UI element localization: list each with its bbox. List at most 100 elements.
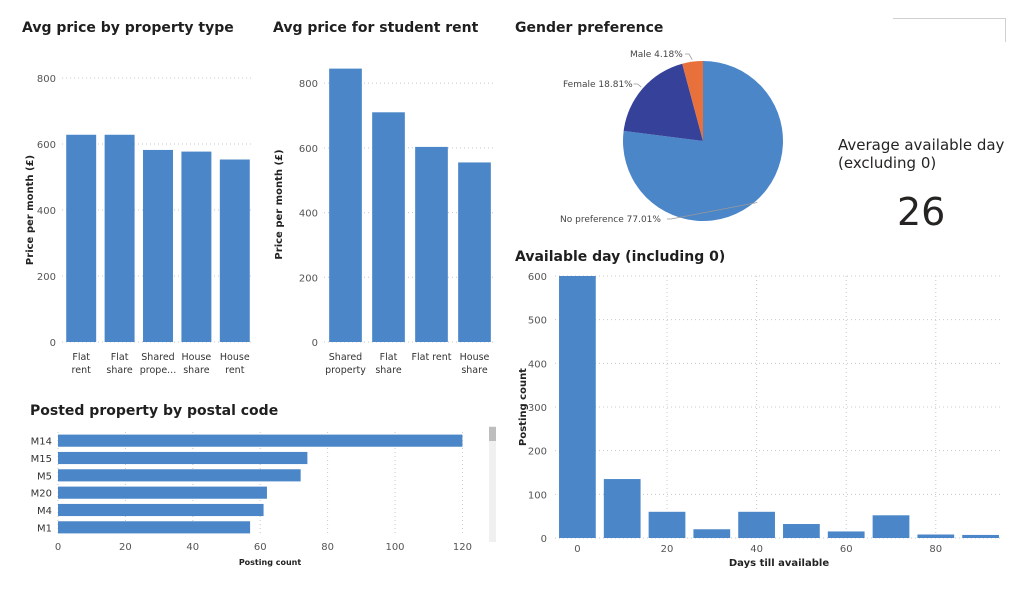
x-tick-label: share	[375, 365, 401, 376]
y-tick-label: 600	[37, 140, 56, 151]
x-tick-label: rent	[225, 365, 245, 376]
y-tick-label: 200	[299, 273, 318, 284]
y-tick-label: 100	[528, 490, 547, 501]
x-tick-label: 0	[574, 544, 580, 555]
y-tick-label: 0	[50, 338, 56, 349]
bar	[329, 68, 362, 342]
kpi-value: 26	[897, 190, 946, 234]
bar	[872, 515, 910, 538]
bar	[219, 159, 250, 342]
x-tick-label: prope...	[140, 365, 176, 376]
y-tick-label: M20	[31, 489, 52, 500]
kpi-label: Average available day (excluding 0)	[838, 136, 1004, 172]
x-tick-label: Flat	[111, 352, 129, 363]
postal-scrollbar-thumb[interactable]	[489, 427, 496, 441]
x-tick-label: 80	[929, 544, 942, 555]
bar	[58, 486, 267, 499]
x-tick-label: 20	[661, 544, 674, 555]
bar	[143, 149, 173, 342]
y-tick-label: 400	[528, 359, 547, 370]
x-tick-label: 60	[254, 542, 267, 553]
bar	[372, 112, 405, 342]
bar	[827, 531, 865, 538]
y-tick-label: 800	[299, 79, 318, 90]
panel-border	[1005, 18, 1006, 42]
bar	[917, 534, 955, 538]
bar	[559, 276, 596, 538]
gender-title: Gender preference	[515, 20, 664, 36]
pie-slice	[682, 61, 703, 141]
x-tick-label: Flat	[72, 352, 90, 363]
bar	[66, 134, 97, 342]
bar	[738, 511, 775, 538]
property-type-title: Avg price by property type	[22, 20, 234, 36]
property-type-chart: 0 200 400 600 800 Flat rent Flat share Shared prop…	[25, 74, 254, 376]
pie-label: Female 18.81%	[563, 80, 633, 90]
y-tick-label: 400	[37, 206, 56, 217]
y-tick-label: M4	[37, 506, 52, 517]
bar	[693, 529, 731, 538]
y-tick-label: 600	[528, 272, 547, 283]
gender-pie-chart: No preference 77.01% Female 18.81% Male 4.…	[560, 50, 783, 225]
y-tick-label: 800	[37, 74, 56, 85]
bar	[58, 434, 463, 447]
x-tick-label: Shared	[141, 352, 174, 363]
pie-leader-line	[685, 53, 693, 60]
bar	[181, 151, 212, 342]
x-axis-label: Days till available	[729, 558, 829, 569]
y-tick-label: M15	[31, 454, 52, 465]
y-tick-label: 0	[312, 338, 318, 349]
bar	[458, 162, 491, 342]
x-tick-label: 80	[321, 542, 334, 553]
x-tick-label: Shared	[329, 352, 362, 363]
x-tick-label: Flat	[380, 352, 398, 363]
x-tick-label: 40	[750, 544, 763, 555]
x-tick-label: Flat rent	[412, 352, 452, 363]
y-axis-label: Posting count	[518, 368, 529, 446]
x-tick-label: House	[182, 352, 212, 363]
x-tick-label: House	[460, 352, 490, 363]
kpi-label-line2: (excluding 0)	[838, 154, 937, 172]
postal-chart: 0 20 40 60 80 100 120 M14 M15 M5 M20 M4 M1 Posting co…	[31, 432, 472, 567]
kpi-label-line1: Average available day	[838, 136, 1005, 154]
bar	[104, 134, 135, 342]
bar	[58, 521, 251, 534]
student-rent-title: Avg price for student rent	[273, 20, 479, 36]
available-day-title: Available day (including 0)	[515, 249, 726, 265]
x-tick-label: 40	[186, 542, 199, 553]
bar	[58, 451, 308, 465]
available-day-chart: 0 100 200 300 400 500 600 0 20 40 60 80 Days till av…	[518, 272, 1003, 569]
y-axis-label: Price per month (£)	[274, 149, 285, 259]
pie-label: No preference 77.01%	[560, 215, 661, 225]
bar	[962, 534, 999, 538]
panel-border	[893, 18, 1005, 19]
bar	[58, 503, 264, 517]
y-tick-label: 300	[528, 403, 547, 414]
bar	[783, 524, 820, 538]
x-tick-label: 100	[385, 542, 404, 553]
bar	[58, 469, 301, 482]
x-tick-label: 0	[55, 542, 61, 553]
pie-slice	[623, 63, 703, 141]
bar	[603, 479, 641, 538]
bar	[415, 146, 448, 342]
y-tick-label: M5	[37, 471, 52, 482]
y-tick-label: 400	[299, 209, 318, 220]
postal-title: Posted property by postal code	[30, 403, 279, 419]
pie-leader-line	[667, 202, 758, 220]
x-tick-label: 120	[453, 542, 472, 553]
y-tick-label: 200	[37, 272, 56, 283]
x-tick-label: rent	[72, 365, 92, 376]
y-tick-label: 0	[541, 534, 547, 545]
y-tick-label: M1	[37, 523, 52, 534]
x-tick-label: share	[183, 365, 209, 376]
bar	[648, 511, 686, 538]
x-tick-label: House	[220, 352, 250, 363]
postal-scrollbar-track[interactable]	[489, 426, 496, 542]
pie-label: Male 4.18%	[630, 50, 683, 60]
y-tick-label: 500	[528, 316, 547, 327]
y-tick-label: M14	[31, 437, 52, 448]
x-tick-label: 60	[840, 544, 853, 555]
student-rent-chart: 0 200 400 600 800 Shared property Flat share Flat…	[274, 68, 496, 376]
x-tick-label: share	[461, 365, 487, 376]
